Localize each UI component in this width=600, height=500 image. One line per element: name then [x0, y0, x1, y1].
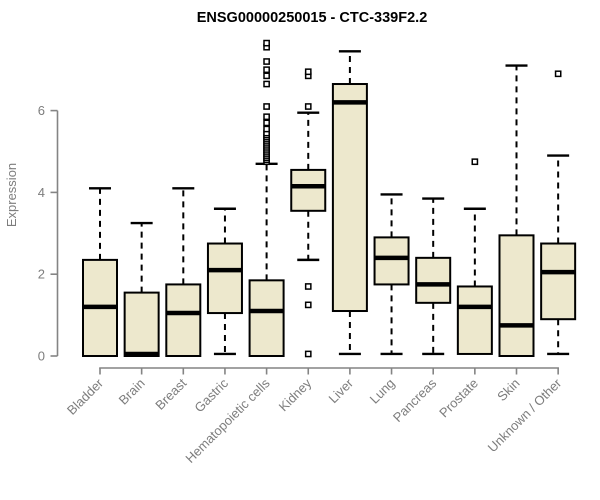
outlier-point [263, 39, 270, 47]
x-tick-label: Brain [116, 376, 148, 408]
outlier-point [263, 103, 270, 110]
x-tick-label: Pancreas [390, 375, 440, 425]
box-iqr [165, 283, 202, 357]
chart-title: ENSG00000250015 - CTC-339F2.2 [197, 10, 428, 26]
box-iqr [123, 291, 160, 358]
x-tick-label: Bladder [64, 375, 107, 418]
y-tick-label: 6 [38, 103, 45, 118]
outlier-point [554, 70, 562, 78]
outlier-point [263, 72, 270, 80]
x-tick-label: Kidney [276, 375, 315, 414]
outlier-point [263, 125, 270, 133]
outlier-point [304, 103, 312, 110]
y-tick-label: 2 [38, 267, 45, 282]
x-tick-label: Skin [494, 376, 522, 404]
outlier-point [304, 301, 312, 309]
box-iqr [415, 256, 452, 304]
box-group [248, 39, 285, 357]
y-tick-label: 4 [38, 185, 45, 200]
box-iqr [456, 285, 493, 355]
x-tick-label: Liver [325, 375, 356, 406]
box-iqr [248, 279, 285, 357]
box-group [498, 64, 535, 357]
outlier-point [263, 113, 270, 121]
box-group [373, 193, 410, 356]
box-iqr [498, 234, 535, 357]
outlier-point [304, 350, 312, 358]
outlier-point [263, 119, 270, 127]
x-tick-label: Gastric [191, 375, 231, 415]
box-group [165, 187, 202, 357]
box-group [290, 68, 327, 358]
outlier-point [263, 58, 270, 65]
x-tick-label: Lung [367, 376, 398, 407]
box-group [82, 187, 118, 358]
y-axis-title: Expression [4, 163, 19, 227]
box-group [540, 70, 577, 356]
outlier-point [263, 66, 270, 74]
outlier-point [471, 158, 479, 166]
box-group [456, 158, 493, 355]
box-group [415, 197, 452, 356]
outlier-point [263, 80, 270, 88]
box-iqr [331, 83, 368, 313]
y-tick-label: 0 [38, 349, 45, 364]
box-iqr [540, 242, 577, 321]
box-iqr [373, 236, 410, 286]
box-iqr [206, 242, 243, 315]
x-tick-label: Prostate [436, 376, 481, 421]
box-iqr [290, 168, 327, 212]
x-tick-label: Unknown / Other [485, 375, 565, 455]
box-group [331, 50, 368, 356]
box-group [123, 221, 160, 358]
outlier-point [304, 283, 312, 290]
box-group [206, 207, 243, 356]
outlier-point [304, 68, 312, 76]
box-series [82, 39, 577, 358]
x-tick-label: Breast [152, 375, 189, 412]
